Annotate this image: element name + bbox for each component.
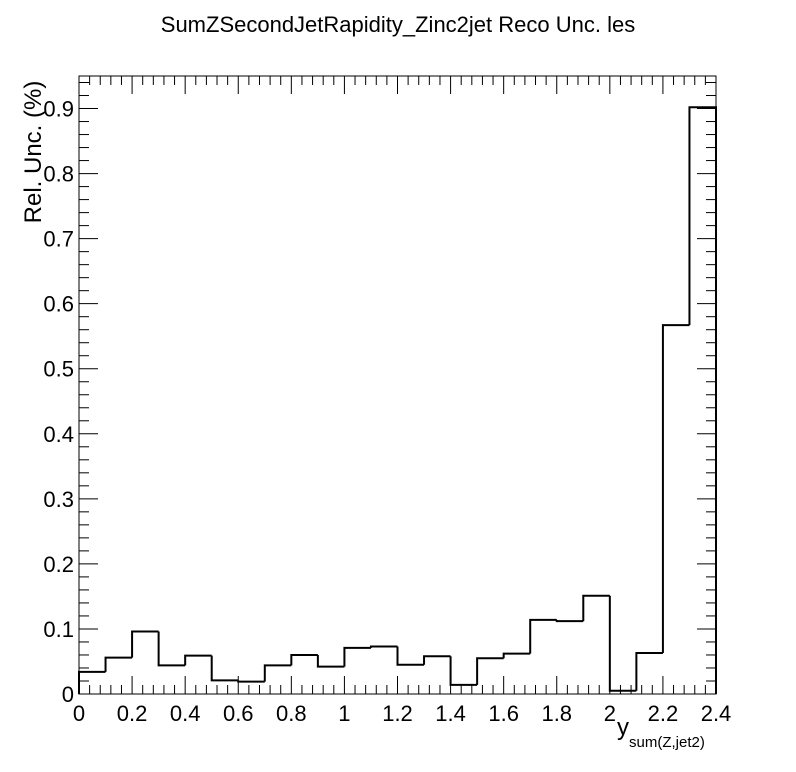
x-axis-label: ysum(Z,jet2) — [617, 714, 705, 751]
y-axis-ticks: 0 0.1 0.2 0.3 0.4 0.5 0.6 0.7 0.8 0.9 — [43, 82, 716, 707]
histogram-bin — [529, 618, 557, 654]
x-tick-label: 2.2 — [648, 701, 679, 726]
histogram-bin — [369, 645, 398, 648]
x-tick-label: 0.6 — [223, 701, 254, 726]
chart-title: SumZSecondJetRapidity_Zinc2jet Reco Unc.… — [160, 12, 636, 37]
x-tick-label: 0.2 — [117, 701, 148, 726]
x-axis-ticks: 0 0.2 0.4 0.6 0.8 1 1.2 1.4 1.6 1.8 2 2.2 2.4 — [73, 76, 731, 726]
histogram-bin — [423, 655, 451, 665]
axes — [78, 75, 717, 695]
y-tick-label: 0.3 — [43, 487, 74, 512]
x-tick-label: 0.4 — [170, 701, 201, 726]
y-tick-label: 0.6 — [43, 292, 74, 317]
plot-frame — [78, 75, 717, 695]
histogram-bin — [635, 652, 663, 691]
histogram-bin — [131, 630, 159, 658]
histogram-bin — [184, 654, 212, 666]
histogram-bin — [449, 656, 478, 686]
histogram-bin — [157, 631, 186, 667]
histogram-bin — [502, 652, 531, 659]
x-tick-label: 1.6 — [488, 701, 519, 726]
histogram-bin — [316, 654, 345, 668]
x-tick-label: 0.8 — [276, 701, 307, 726]
y-tick-label: 0.2 — [43, 552, 74, 577]
histogram-bin — [661, 324, 690, 654]
y-tick-label: 0.1 — [43, 617, 74, 642]
x-tick-label: 1.8 — [541, 701, 572, 726]
x-tick-label: 2 — [604, 701, 616, 726]
x-tick-label: 0 — [73, 701, 85, 726]
histogram-bin — [396, 646, 425, 666]
y-tick-label: 0.9 — [43, 97, 74, 122]
x-tick-label: 1 — [338, 701, 350, 726]
x-tick-label: 1.4 — [435, 701, 466, 726]
histogram-bin — [476, 657, 504, 685]
histogram-bin — [555, 619, 584, 623]
y-tick-label: 0.4 — [43, 422, 74, 447]
x-axis-label-main: y — [617, 714, 629, 741]
histogram-bin — [582, 594, 610, 622]
y-axis-label: Rel. Unc. (%) — [20, 80, 47, 224]
histogram-bin — [608, 595, 637, 692]
y-tick-label: 0.7 — [43, 227, 74, 252]
histogram-bin — [343, 646, 371, 667]
histogram-bin — [78, 670, 106, 694]
y-tick-label: 0 — [62, 682, 74, 707]
histogram-bin — [104, 656, 133, 672]
histogram-bin — [688, 106, 717, 694]
x-tick-label: 1.2 — [382, 701, 413, 726]
histogram-bin — [290, 653, 318, 666]
y-tick-label: 0.5 — [43, 357, 74, 382]
histogram — [78, 106, 717, 694]
histogram-bin — [210, 655, 239, 682]
y-tick-label: 0.8 — [43, 162, 74, 187]
x-axis-label-subscript: sum(Z,jet2) — [629, 734, 705, 751]
x-tick-label: 2.4 — [701, 701, 732, 726]
histogram-bin — [263, 664, 292, 682]
histogram-bin — [237, 680, 265, 683]
